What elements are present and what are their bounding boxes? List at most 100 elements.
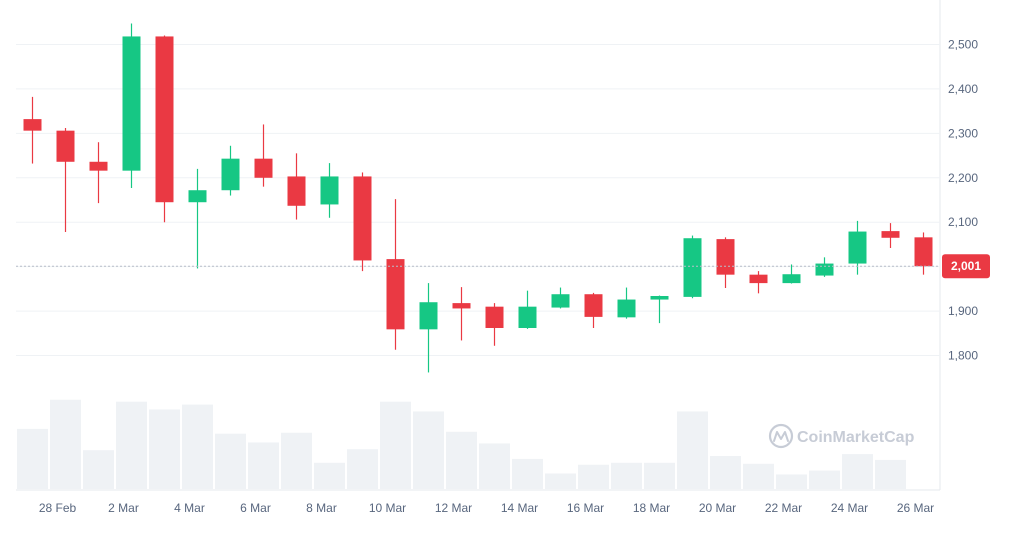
y-tick-label: 2,500 [948,37,978,51]
volume-bar [644,462,675,489]
coinmarketcap-wordmark: CoinMarketCap [797,429,915,446]
candle-body [485,306,504,328]
candle-body [683,238,702,297]
y-tick-label: 2,100 [948,215,978,229]
candle-body [386,259,405,330]
candle [518,290,537,329]
candle [452,287,471,341]
volume-bar [512,458,543,489]
candle [320,163,339,218]
x-tick-label: 14 Mar [501,501,538,515]
candle-body [89,161,108,171]
volume-bar [578,464,609,489]
candle-body [320,176,339,205]
candle [584,292,603,328]
candle [782,264,801,284]
x-tick-label: 16 Mar [567,501,604,515]
candle-body [23,119,42,131]
candle [386,199,405,350]
candle [23,96,42,164]
coinmarketcap-logo-icon [768,423,794,449]
volume-bar [215,433,246,489]
current-price-label: 2,001 [951,259,981,273]
volume-bar [743,463,774,489]
candle-body [188,190,207,203]
candle-body [716,239,735,275]
current-price-tag-background [942,254,990,279]
volume-bars [17,399,906,489]
volume-bar [347,449,378,489]
current-price-tag: 2,001 [942,254,990,279]
candle-body [155,36,174,203]
candle-body [56,130,75,162]
volume-bar [248,442,279,489]
y-tick-label: 2,200 [948,171,978,185]
candle [287,153,306,220]
volume-bar [677,411,708,489]
candle [89,142,108,204]
volume-bar [380,401,411,489]
candle-body [551,294,570,308]
volume-bar [479,443,510,489]
candle-body [452,303,471,309]
x-tick-label: 10 Mar [369,501,406,515]
x-tick-label: 2 Mar [108,501,139,515]
candle [254,124,273,187]
candle [353,172,372,272]
candle-body [221,158,240,191]
candle-body [287,176,306,206]
y-axis: 1,800 1,900 2,100 2,200 2,300 2,400 2,500 [948,37,978,362]
candle-body [782,274,801,284]
candle [683,235,702,299]
candle [716,237,735,288]
volume-bar [182,404,213,489]
candle [551,287,570,309]
volume-bar [875,459,906,489]
volume-bar [611,462,642,489]
x-tick-label: 18 Mar [633,501,670,515]
candle [914,232,933,275]
volume-bar [842,454,873,489]
candle [419,283,438,373]
candle [848,220,867,275]
candle [221,145,240,196]
x-axis: 28 Feb 2 Mar 4 Mar 6 Mar 8 Mar 10 Mar 12 Mar 14… [39,501,934,515]
y-tick-label: 2,300 [948,126,978,140]
candle-body [254,158,273,178]
candle-body [815,263,834,276]
candle [188,168,207,269]
candle [881,223,900,248]
volume-bar [149,409,180,489]
candle [815,257,834,277]
candle [650,295,669,324]
x-tick-label: 6 Mar [240,501,271,515]
volume-bar [281,432,312,489]
volume-bar [446,431,477,489]
candle [122,23,141,188]
volume-bar [116,401,147,489]
candle-body [617,299,636,318]
volume-bar [413,411,444,489]
x-tick-label: 24 Mar [831,501,868,515]
volume-bar [809,470,840,489]
volume-bar [710,456,741,489]
candle-body [584,294,603,317]
candle [617,287,636,319]
volume-bar [50,399,81,489]
candle [155,35,174,223]
x-tick-label: 28 Feb [39,501,77,515]
volume-bar [17,428,48,489]
candle-body [122,36,141,171]
candle [749,271,768,294]
coinmarketcap-logo-mark [773,431,789,442]
volume-bar [545,473,576,489]
volume-bar [776,474,807,489]
candle [56,128,75,232]
x-tick-label: 22 Mar [765,501,802,515]
candle-body [749,274,768,284]
candle-body [518,306,537,328]
candle-body [419,302,438,330]
price-candles [23,23,933,373]
candle [485,303,504,346]
